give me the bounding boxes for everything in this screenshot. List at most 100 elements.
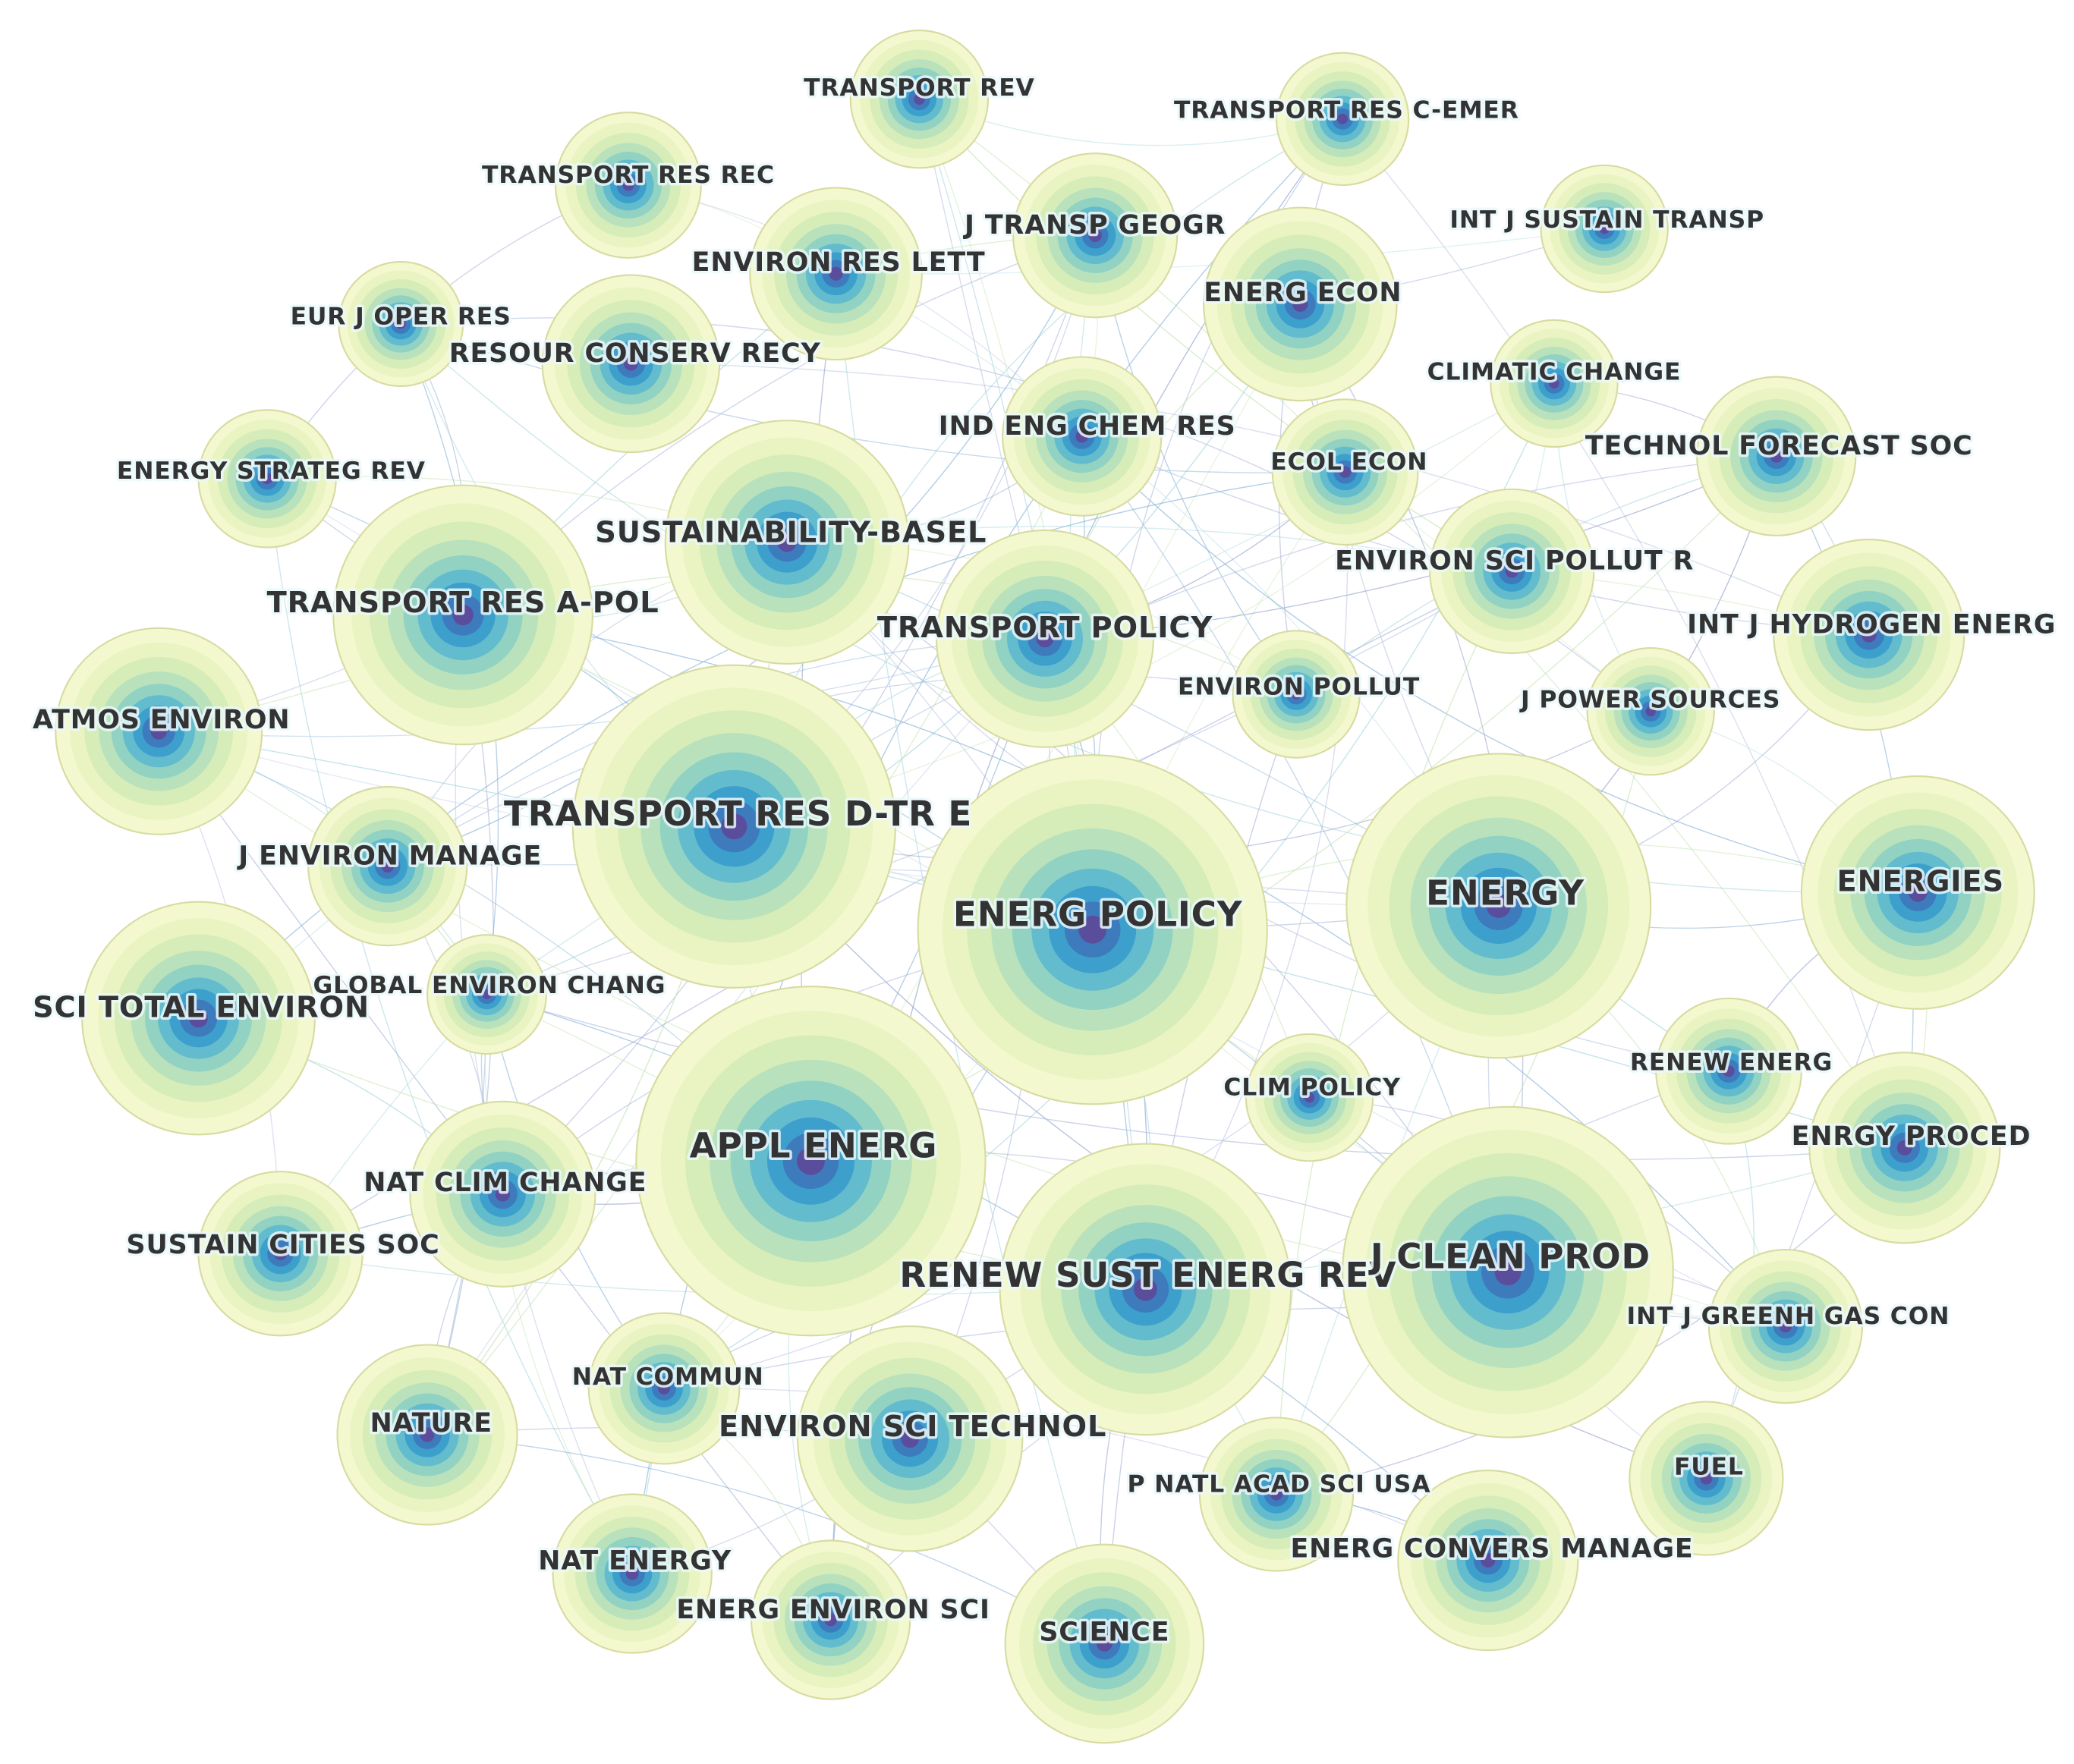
node-label: RENEW ENERG <box>1630 1049 1833 1076</box>
node-ring <box>1075 429 1089 443</box>
node-ring <box>1549 378 1559 389</box>
node <box>917 754 1268 1105</box>
node-label: EUR J OPER RES <box>291 303 511 330</box>
node-ring <box>658 1382 670 1395</box>
labels: TRANSPORT REV TRANSPORT RES C-EMER TRANSPO… <box>30 71 2058 1650</box>
node-ring <box>1481 1553 1496 1568</box>
node-ring <box>1505 564 1519 578</box>
edge <box>1278 118 1343 695</box>
node <box>935 529 1154 748</box>
node-label: FUEL <box>1674 1454 1744 1481</box>
node <box>796 1325 1024 1552</box>
node-ring <box>482 989 492 999</box>
node-ring <box>622 179 634 191</box>
node-ring <box>797 1146 825 1175</box>
node <box>336 1344 518 1526</box>
edge <box>484 994 633 1574</box>
node-label: P NATL ACAD SCI USA <box>1128 1470 1431 1498</box>
edge <box>631 363 1870 636</box>
node-label: APPL ENERG <box>690 1125 938 1165</box>
node-label: CLIM POLICY <box>1223 1074 1401 1101</box>
node-label: J ENVIRON MANAGE <box>237 841 542 871</box>
node-label: ENERG ECON <box>1204 278 1402 308</box>
node-ring <box>452 604 474 626</box>
node <box>1429 488 1595 655</box>
node-ring <box>420 1427 435 1442</box>
node-ring <box>829 266 843 281</box>
node <box>750 1539 911 1700</box>
node <box>307 785 468 947</box>
node-ring <box>1486 893 1511 918</box>
node-ring <box>395 319 406 329</box>
node-ring <box>1134 1277 1157 1301</box>
node <box>571 664 897 989</box>
node <box>552 1493 713 1654</box>
node-label: ENVIRON SCI TECHNOL <box>719 1410 1106 1444</box>
node-label: RESOUR CONSERV RECY <box>449 338 821 369</box>
node-label: TRANSPORT RES A-POL <box>267 586 659 620</box>
node-ring <box>381 860 395 873</box>
node-ring <box>1908 883 1928 902</box>
node-ring <box>777 532 797 552</box>
node-ring <box>1645 706 1656 717</box>
node-ring <box>721 813 747 840</box>
node-label: SUSTAINABILITY-BASEL <box>595 516 987 550</box>
node-ring <box>1337 113 1349 124</box>
node <box>332 484 593 746</box>
node-label: J POWER SOURCES <box>1519 687 1780 714</box>
nodes <box>55 30 2035 1744</box>
node-label: TECHNOL FORECAST SOC <box>1585 431 1973 461</box>
node <box>197 409 337 549</box>
node-ring <box>1770 449 1783 463</box>
node-label: NAT CLIM CHANGE <box>364 1168 647 1198</box>
node <box>555 112 702 259</box>
node <box>1198 1417 1355 1572</box>
node <box>541 274 721 454</box>
node-ring <box>1291 689 1301 700</box>
node-ring <box>150 722 168 740</box>
node <box>338 261 464 387</box>
node <box>664 420 910 665</box>
node <box>1540 164 1669 294</box>
node <box>81 901 316 1136</box>
node-label: J TRANSP GEOGR <box>963 210 1226 241</box>
node-ring <box>1599 223 1610 234</box>
node-ring <box>1861 627 1877 643</box>
node-ring <box>1096 1635 1113 1652</box>
edge <box>663 1388 1489 1561</box>
node-label: J CLEAN PROD <box>1368 1237 1651 1277</box>
node-ring <box>901 1429 920 1448</box>
node-label: INT J GREENH GAS CON <box>1627 1303 1950 1330</box>
node-label: GLOBAL ENVIRON CHANG <box>313 972 666 999</box>
node <box>1629 1401 1784 1556</box>
node-ring <box>1292 296 1308 313</box>
node <box>1586 646 1715 776</box>
node-label: ENERG CONVERS MANAGE <box>1290 1534 1693 1564</box>
node-ring <box>1304 1092 1315 1103</box>
node-ring <box>1700 1472 1713 1485</box>
edge <box>400 323 1345 473</box>
node-label: ENERGY <box>1426 873 1585 913</box>
node <box>587 1312 741 1465</box>
node-ring <box>1088 228 1102 242</box>
node <box>999 1143 1292 1436</box>
node <box>1002 356 1163 517</box>
node <box>1808 1052 2001 1244</box>
node-label: TRANSPORT REV <box>804 74 1035 102</box>
node-label: INT J HYDROGEN ENERG <box>1687 609 2056 640</box>
node <box>197 1171 364 1337</box>
node <box>409 1100 596 1288</box>
node <box>1345 753 1652 1059</box>
node-label: ENVIRON SCI POLLUT R <box>1335 546 1694 577</box>
node-label: ENERG POLICY <box>953 894 1243 934</box>
node-label: TRANSPORT RES REC <box>482 162 775 189</box>
node <box>849 30 990 169</box>
node <box>1275 52 1410 187</box>
node-ring <box>189 1008 208 1028</box>
node-ring <box>624 356 638 371</box>
edge <box>1081 435 1918 894</box>
node-label: ENRGY PROCED <box>1792 1121 2032 1152</box>
node-label: RENEW SUST ENERG REV <box>899 1255 1396 1295</box>
node-ring <box>1078 915 1107 944</box>
node-label: SUSTAIN CITIES SOC <box>127 1230 440 1260</box>
